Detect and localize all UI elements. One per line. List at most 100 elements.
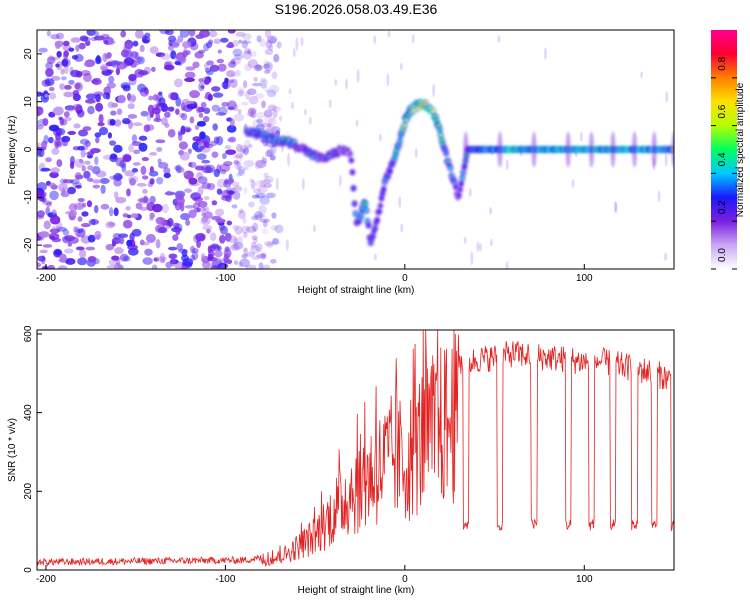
noise-speckle: [63, 117, 72, 122]
noise-speckle: [67, 186, 77, 195]
noise-speckle: [463, 236, 467, 244]
noise-speckle: [227, 30, 236, 34]
noise-speckle: [50, 56, 61, 61]
noise-speckle: [167, 106, 175, 112]
noise-speckle: [119, 237, 125, 245]
noise-speckle: [263, 240, 275, 247]
noise-speckle: [140, 165, 147, 176]
noise-speckle: [88, 218, 100, 225]
noise-speckle: [115, 196, 127, 204]
noise-speckle: [115, 157, 125, 167]
noise-speckle: [55, 63, 60, 68]
noise-speckle: [267, 104, 277, 112]
noise-speckle: [158, 97, 166, 106]
noise-speckle: [238, 89, 244, 97]
noise-speckle: [204, 62, 209, 70]
noise-speckle: [87, 234, 96, 243]
noise-speckle: [247, 107, 257, 115]
noise-speckle: [279, 115, 283, 122]
noise-speckle: [220, 37, 229, 43]
noise-speckle: [58, 116, 63, 121]
noise-speckle: [156, 176, 164, 185]
noise-speckle: [187, 148, 193, 154]
noise-speckle: [63, 50, 70, 58]
noise-speckle: [94, 230, 102, 240]
noise-speckle: [124, 57, 135, 66]
noise-speckle: [156, 147, 163, 153]
noise-speckle: [58, 182, 68, 193]
noise-speckle: [72, 103, 83, 111]
noise-speckle: [141, 156, 149, 162]
noise-speckle: [195, 232, 206, 242]
noise-speckle: [217, 106, 228, 116]
noise-speckle: [182, 258, 194, 267]
noise-speckle: [119, 159, 127, 169]
noise-speckle: [129, 177, 136, 186]
y-tick-label: 0: [23, 146, 34, 152]
ridge-core: [406, 113, 411, 118]
noise-speckle: [198, 112, 204, 118]
noise-speckle: [191, 251, 199, 261]
noise-speckle: [250, 108, 257, 119]
noise-speckle: [206, 70, 214, 76]
noise-speckle: [255, 159, 267, 169]
ridge-core: [378, 203, 383, 208]
noise-speckle: [236, 90, 246, 98]
noise-speckle: [155, 216, 165, 225]
noise-speckle: [50, 34, 60, 40]
noise-speckle: [230, 244, 240, 251]
noise-speckle: [127, 93, 137, 103]
noise-speckle: [248, 112, 255, 118]
noise-speckle: [400, 223, 404, 233]
noise-speckle: [201, 212, 206, 217]
noise-speckle: [167, 217, 174, 227]
noise-speckle: [159, 252, 166, 261]
noise-speckle: [262, 63, 271, 69]
noise-speckle: [338, 174, 342, 187]
noise-speckle: [170, 50, 177, 60]
noise-speckle: [86, 200, 93, 208]
noise-speckle: [161, 104, 169, 112]
noise-speckle: [64, 235, 75, 242]
colorbar: 0.0 0.2 0.4 0.6 0.8 Normalized spectral ampl…: [711, 30, 746, 270]
noise-speckle: [77, 197, 85, 203]
noise-speckle: [130, 213, 139, 219]
noise-speckle: [373, 35, 377, 44]
noise-speckle: [245, 226, 257, 233]
noise-speckle: [87, 151, 95, 156]
noise-speckle: [116, 108, 123, 115]
noise-speckle: [38, 47, 48, 53]
noise-speckle: [127, 103, 135, 110]
noise-speckle: [100, 65, 108, 72]
noise-speckle: [185, 128, 191, 133]
noise-speckle: [265, 150, 273, 158]
noise-speckle: [83, 170, 91, 179]
noise-speckle: [188, 162, 193, 167]
noise-speckle: [173, 78, 183, 88]
ridge-core: [375, 218, 380, 223]
noise-speckle: [432, 83, 436, 98]
noise-speckle: [48, 111, 56, 118]
noise-speckle: [67, 130, 76, 135]
noise-speckle: [74, 158, 85, 168]
noise-speckle: [69, 209, 78, 217]
noise-speckle: [251, 194, 260, 199]
noise-speckle: [236, 160, 242, 171]
noise-speckle: [167, 92, 177, 100]
noise-speckle: [73, 123, 81, 129]
noise-speckle: [206, 182, 216, 191]
noise-speckle: [59, 253, 67, 263]
noise-speckle: [55, 32, 65, 40]
ridge-core: [349, 158, 354, 163]
noise-speckle: [195, 106, 202, 114]
noise-speckle: [373, 253, 377, 261]
noise-speckle: [264, 175, 274, 184]
noise-speckle: [262, 264, 271, 269]
noise-speckle: [234, 160, 240, 170]
noise-speckle: [227, 178, 233, 185]
noise-speckle: [54, 140, 59, 149]
ridge-core: [460, 176, 465, 181]
noise-speckle: [136, 182, 147, 187]
noise-speckle: [59, 83, 65, 90]
noise-speckle: [48, 55, 55, 63]
